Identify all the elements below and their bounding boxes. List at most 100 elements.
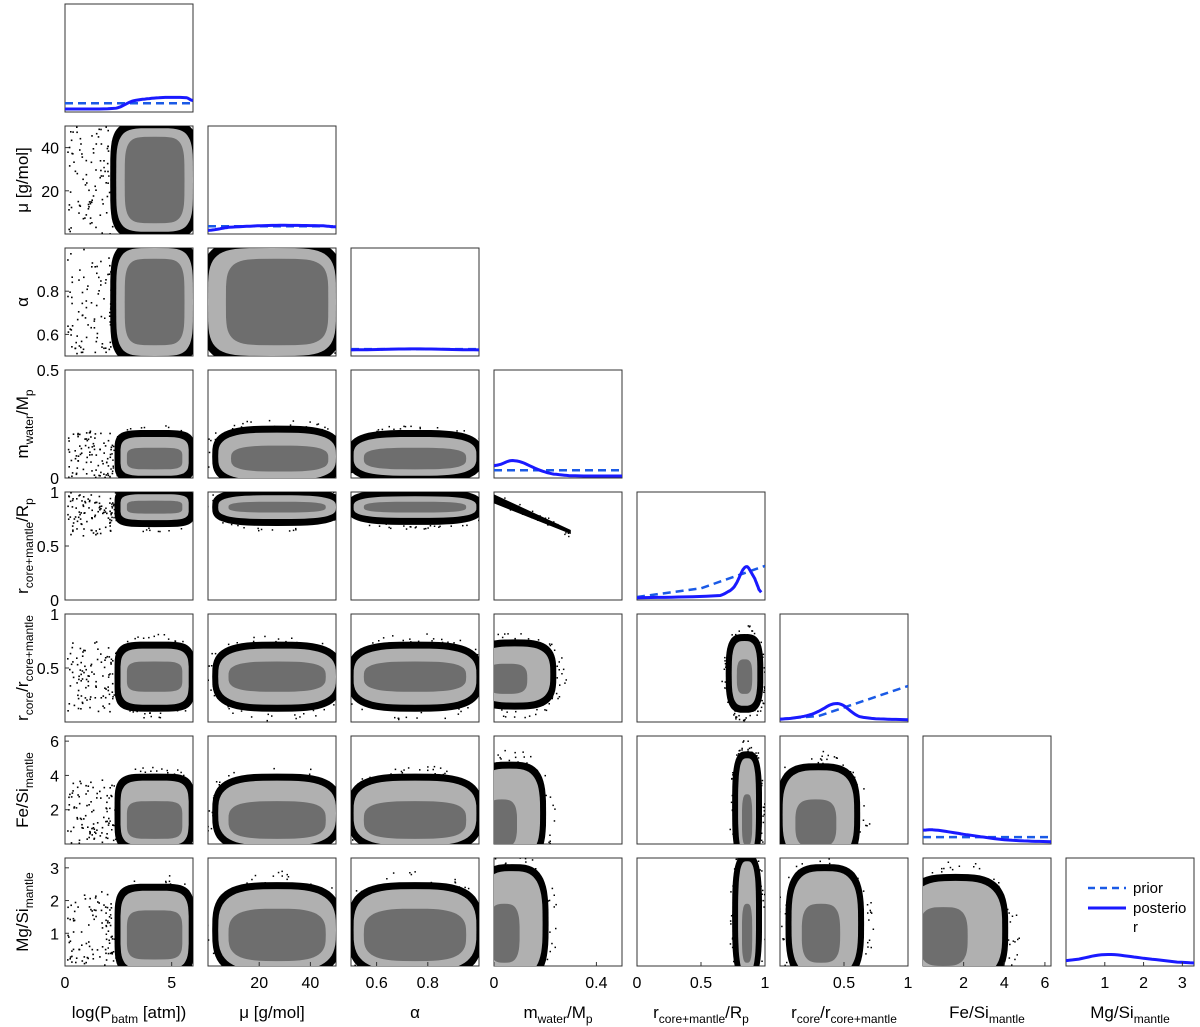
y-axis-title-p6: Fe/Simantle bbox=[13, 752, 36, 828]
sample-point bbox=[107, 824, 110, 826]
sample-point bbox=[68, 209, 70, 211]
sample-point bbox=[521, 509, 523, 511]
sample-point bbox=[116, 440, 118, 442]
sample-point bbox=[76, 657, 78, 659]
sample-point bbox=[409, 526, 411, 528]
sample-point bbox=[852, 776, 855, 778]
sample-point bbox=[369, 476, 372, 478]
sample-point bbox=[487, 501, 489, 503]
sample-point bbox=[487, 917, 489, 919]
sample-point bbox=[72, 529, 74, 531]
sample-point bbox=[499, 756, 501, 759]
sample-point bbox=[551, 697, 553, 700]
sample-band bbox=[494, 494, 571, 534]
sample-point bbox=[96, 532, 99, 535]
pair-panel-p1-p3 bbox=[207, 369, 337, 488]
sample-point bbox=[111, 673, 114, 675]
sample-point bbox=[116, 494, 118, 496]
sample-point bbox=[178, 230, 180, 232]
sample-point bbox=[132, 485, 134, 487]
sample-point bbox=[71, 646, 74, 649]
sample-point bbox=[182, 245, 184, 247]
sample-point bbox=[202, 267, 204, 269]
diag-panel-p0 bbox=[64, 3, 194, 113]
x-tick-label: 0 bbox=[490, 975, 499, 992]
diag-panel-p6 bbox=[922, 735, 1052, 845]
sample-point bbox=[107, 439, 110, 442]
sample-point bbox=[239, 486, 241, 488]
sample-point bbox=[108, 916, 111, 918]
sample-point bbox=[88, 941, 90, 943]
sample-point bbox=[286, 873, 288, 876]
y-tick-label: 6 bbox=[50, 734, 59, 751]
sample-point bbox=[427, 769, 429, 772]
sample-point bbox=[764, 671, 765, 673]
sample-point bbox=[109, 341, 112, 344]
sample-point bbox=[204, 187, 206, 189]
sample-point bbox=[735, 853, 737, 855]
sample-point bbox=[73, 704, 76, 707]
sample-point bbox=[191, 951, 193, 953]
sample-point bbox=[452, 645, 454, 648]
sample-point bbox=[734, 958, 736, 960]
sample-point bbox=[195, 155, 197, 157]
sample-point bbox=[547, 969, 549, 971]
sample-point bbox=[121, 783, 124, 786]
sample-point bbox=[104, 948, 107, 951]
sample-point bbox=[159, 367, 161, 369]
sample-point bbox=[96, 797, 98, 799]
sample-point bbox=[74, 170, 77, 173]
sample-point bbox=[559, 684, 561, 686]
sample-point bbox=[760, 832, 763, 834]
y-tick-label: 2 bbox=[50, 803, 59, 820]
sample-point bbox=[731, 946, 734, 949]
sample-point bbox=[339, 803, 341, 805]
sample-point bbox=[72, 498, 74, 500]
sample-point bbox=[67, 448, 70, 451]
sample-point bbox=[322, 784, 324, 786]
sample-point bbox=[263, 852, 265, 854]
posterior-line bbox=[208, 223, 336, 232]
sample-point bbox=[485, 950, 487, 952]
sample-point bbox=[191, 141, 193, 144]
sample-point bbox=[476, 440, 478, 442]
sample-point bbox=[130, 230, 133, 232]
contour-inner bbox=[736, 659, 753, 694]
sample-point bbox=[81, 500, 83, 502]
sample-point bbox=[402, 639, 404, 642]
sample-point bbox=[84, 438, 86, 440]
sample-point bbox=[419, 427, 421, 430]
sample-point bbox=[561, 527, 563, 529]
sample-point bbox=[112, 951, 115, 953]
sample-point bbox=[760, 839, 763, 842]
sample-point bbox=[338, 654, 340, 656]
sample-point bbox=[158, 485, 160, 487]
sample-point bbox=[157, 983, 159, 985]
x-tick-label: 0.5 bbox=[690, 975, 712, 992]
sample-point bbox=[759, 850, 761, 852]
sample-point bbox=[203, 806, 205, 808]
sample-point bbox=[107, 472, 109, 475]
sample-point bbox=[67, 331, 70, 333]
sample-point bbox=[91, 827, 93, 830]
sample-point bbox=[348, 937, 350, 939]
sample-point bbox=[474, 648, 477, 651]
sample-point bbox=[98, 474, 100, 477]
sample-point bbox=[105, 919, 107, 922]
sample-point bbox=[89, 454, 91, 456]
sample-point bbox=[763, 686, 765, 688]
sample-point bbox=[72, 131, 74, 133]
sample-point bbox=[81, 655, 84, 657]
sample-point bbox=[341, 694, 343, 696]
sample-point bbox=[454, 878, 456, 881]
sample-point bbox=[431, 640, 433, 642]
pair-panel-p0-p6 bbox=[64, 735, 205, 845]
sample-point bbox=[411, 986, 413, 988]
sample-point bbox=[491, 767, 493, 769]
sample-point bbox=[447, 641, 449, 643]
sample-point bbox=[206, 258, 208, 260]
sample-point bbox=[977, 992, 979, 994]
sample-point bbox=[93, 327, 96, 329]
sample-point bbox=[218, 784, 220, 786]
sample-point bbox=[95, 686, 97, 688]
